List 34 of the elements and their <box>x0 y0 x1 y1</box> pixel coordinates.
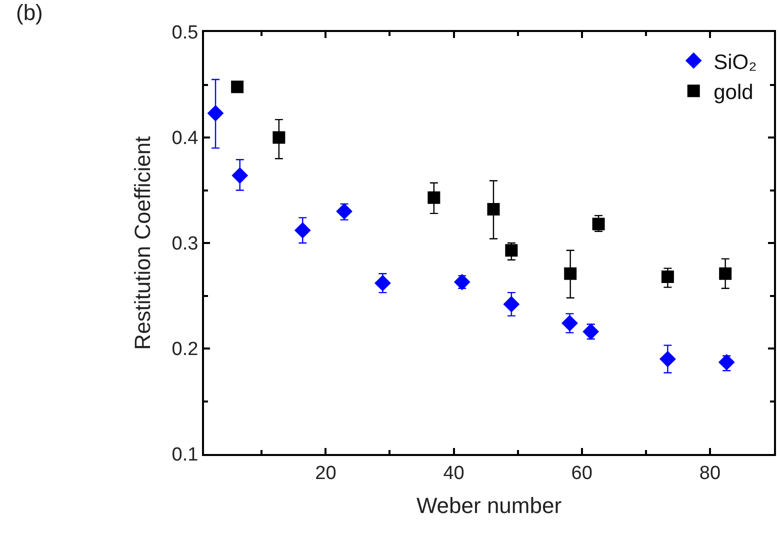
point <box>454 274 470 290</box>
point <box>660 351 676 367</box>
point <box>428 191 440 204</box>
point <box>231 80 244 94</box>
x-axis-title: Weber number <box>416 493 562 518</box>
y-tick-label: 0.2 <box>172 339 198 360</box>
point <box>294 222 311 238</box>
x-tick-label: 40 <box>443 462 464 484</box>
point <box>505 244 518 257</box>
y-tick-label: 0.3 <box>172 234 198 255</box>
point <box>374 275 391 291</box>
y-axis-title: Restitution Coefficient <box>130 136 156 350</box>
point <box>564 267 577 280</box>
point <box>208 105 224 122</box>
legend-label: SiO₂ <box>714 50 757 74</box>
point <box>592 218 605 230</box>
point <box>661 270 674 284</box>
point <box>504 296 520 312</box>
point <box>562 315 578 332</box>
x-tick-label: 60 <box>571 462 592 484</box>
point <box>232 168 248 184</box>
legend-label: gold <box>714 81 754 104</box>
point <box>582 324 599 340</box>
point <box>336 203 352 220</box>
y-tick-label: 0.1 <box>172 444 198 466</box>
y-tick-label: 0.5 <box>172 22 198 44</box>
x-tick-label: 80 <box>699 462 721 484</box>
text: (b) <box>16 0 43 25</box>
y-tick-label: 0.4 <box>172 128 199 150</box>
x-tick-label: 20 <box>315 462 336 484</box>
point <box>487 202 500 216</box>
point <box>718 354 735 370</box>
point <box>272 131 286 144</box>
point <box>719 267 732 280</box>
